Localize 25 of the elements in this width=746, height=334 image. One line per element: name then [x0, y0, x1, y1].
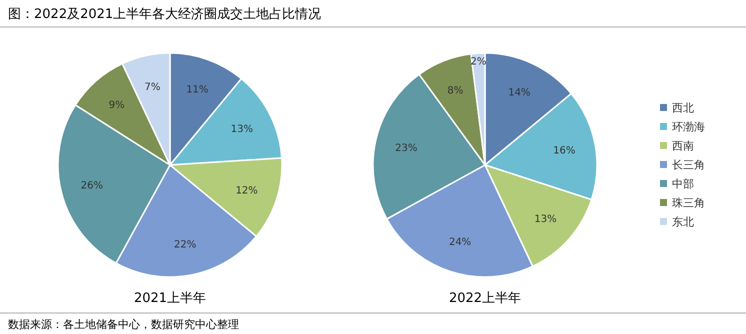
legend-label: 中部 [672, 178, 694, 190]
source-note: 数据来源：各土地储备中心，数据研究中心整理 [8, 318, 239, 331]
data-label: 7% [144, 82, 160, 93]
data-label: 22% [174, 240, 196, 251]
data-label: 24% [448, 237, 472, 248]
text: 2022上半年 [448, 291, 522, 306]
text: 2021上半年 [134, 291, 206, 306]
legend-label: 环渤海 [672, 120, 705, 134]
chart-title: 图：2022及2021上半年各大经济圈成交土地占比情况 [8, 6, 322, 22]
data-label: 9% [108, 100, 125, 112]
data-label: 12% [236, 185, 258, 196]
data-label: 23% [395, 142, 418, 154]
data-label: 16% [553, 145, 576, 156]
legend-label: 长三角 [672, 158, 705, 172]
data-label: 13% [230, 124, 253, 135]
data-label: 11% [186, 84, 208, 96]
legend-label: 东北 [672, 216, 694, 228]
legend-label: 西南 [672, 140, 694, 152]
data-label: 26% [80, 180, 104, 192]
data-label: 2% [470, 56, 486, 68]
legend-label: 西北 [672, 102, 694, 114]
data-label: 14% [508, 88, 530, 99]
legend-label: 珠三角 [672, 196, 705, 210]
data-label: 13% [534, 214, 557, 225]
data-label: 8% [447, 86, 464, 97]
